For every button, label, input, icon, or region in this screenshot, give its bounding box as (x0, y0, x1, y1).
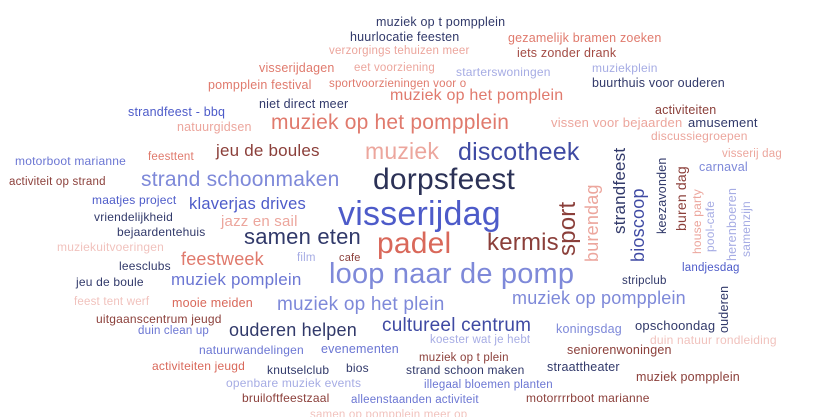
word: jazz en sail (221, 213, 298, 230)
word: pool-cafe (703, 200, 717, 252)
word: illegaal bloemen planten (424, 379, 553, 391)
word: sport (554, 201, 581, 256)
word: stripclub (622, 275, 667, 287)
word: house party (690, 189, 704, 254)
word: natuurwandelingen (199, 343, 304, 357)
word: muziek op t plein (419, 352, 509, 364)
word: eet voorziening (354, 62, 435, 74)
word: muziek op pompplein (512, 288, 686, 308)
word: motorboot marianne (15, 154, 126, 168)
word: jeu de boules (216, 141, 320, 160)
word: samenzijn (739, 201, 753, 257)
word: muziek op het plein (277, 294, 445, 315)
word: muziek pompplein (636, 370, 740, 384)
word: natuurgidsen (177, 120, 252, 134)
word: buren dag (673, 166, 689, 231)
word: niet direct meer (259, 97, 349, 111)
word: activiteiten jeugd (152, 359, 245, 373)
word: visserij dag (722, 148, 782, 160)
word: buurthuis voor ouderen (592, 76, 725, 90)
word: alleenstaanden activiteit (351, 394, 479, 406)
word: ouderen helpen (229, 320, 357, 340)
word: koningsdag (556, 322, 622, 336)
word: carnaval (699, 160, 748, 174)
word: muziekplein (592, 61, 658, 75)
word: bios (346, 361, 369, 375)
word: iets zonder drank (517, 46, 617, 60)
word: strandfeest - bbq (128, 105, 226, 119)
word: vissen voor bejaarden (551, 115, 683, 130)
word: landjesdag (682, 262, 740, 274)
word: verzorgings tehuizen meer (329, 45, 470, 57)
word: duin natuur rondleiding (650, 333, 777, 347)
word: bejaardentehuis (117, 225, 206, 239)
word: film (297, 252, 316, 264)
word: burendag (582, 184, 602, 262)
word: padel (377, 227, 452, 260)
word: keezavonden (655, 157, 669, 234)
word: cultureel centrum (382, 315, 532, 336)
word: seniorenwoningen (567, 343, 672, 357)
word: straattheater (547, 360, 620, 374)
word: vriendelijkheid (94, 210, 174, 224)
word: jeu de boule (76, 275, 144, 289)
word: knutselclub (267, 363, 330, 377)
word: amusement (688, 115, 758, 130)
word: bruiloftfeestzaal (242, 391, 330, 405)
word: discussiegroepen (651, 129, 748, 143)
word: strandfeest (610, 147, 629, 234)
word: strand schoon maken (406, 363, 525, 377)
word: koester wat je hebt (430, 334, 531, 346)
word: samen eten (244, 224, 361, 249)
word: leesclubs (119, 259, 171, 273)
word: huurlocatie feesten (350, 30, 460, 44)
word: ouderen (717, 285, 731, 333)
word: gezamelijk bramen zoeken (508, 31, 662, 45)
word: muziekuitvoeringen (57, 240, 164, 254)
word: feest tent werf (74, 296, 150, 308)
word: visserijdag (338, 195, 501, 233)
word: duin clean up (138, 325, 210, 337)
word: muziek (365, 138, 440, 164)
word: uitgaanscentrum jeugd (96, 312, 222, 326)
word: sportvoorzieningen voor o (329, 78, 467, 90)
word: starterswoningen (456, 65, 551, 79)
word: dorpsfeest (373, 163, 516, 196)
word: pompplein festival (208, 78, 312, 92)
word: openbare muziek events (226, 376, 362, 390)
word: activiteiten (655, 103, 717, 117)
word: activiteit op strand (9, 176, 106, 188)
word: motorrrrboot marianne (526, 391, 650, 405)
word: discotheek (458, 138, 580, 166)
word: kermis (487, 229, 559, 256)
word: opschoondag (635, 318, 716, 333)
word: feesttent (148, 151, 194, 163)
word: muziek op t pompplein (376, 15, 506, 29)
word: muziek op het pomplein (390, 87, 564, 104)
word: cafe (339, 252, 361, 264)
word: strand schoonmaken (141, 168, 340, 191)
word: klaverjas drives (189, 195, 306, 213)
word: muziek op het pompplein (271, 111, 510, 134)
word: muziek pomplein (171, 270, 302, 289)
word: samen op pompplein meer op (310, 409, 468, 417)
word: herenboeren (725, 187, 739, 261)
word: loop naar de pomp (329, 258, 575, 290)
word: visserijdagen (259, 61, 335, 75)
word: mooie meiden (172, 296, 253, 310)
word: feestweek (181, 249, 264, 269)
word: bioscoop (628, 188, 648, 262)
word: maatjes project (92, 193, 177, 207)
word: evenementen (321, 342, 399, 356)
